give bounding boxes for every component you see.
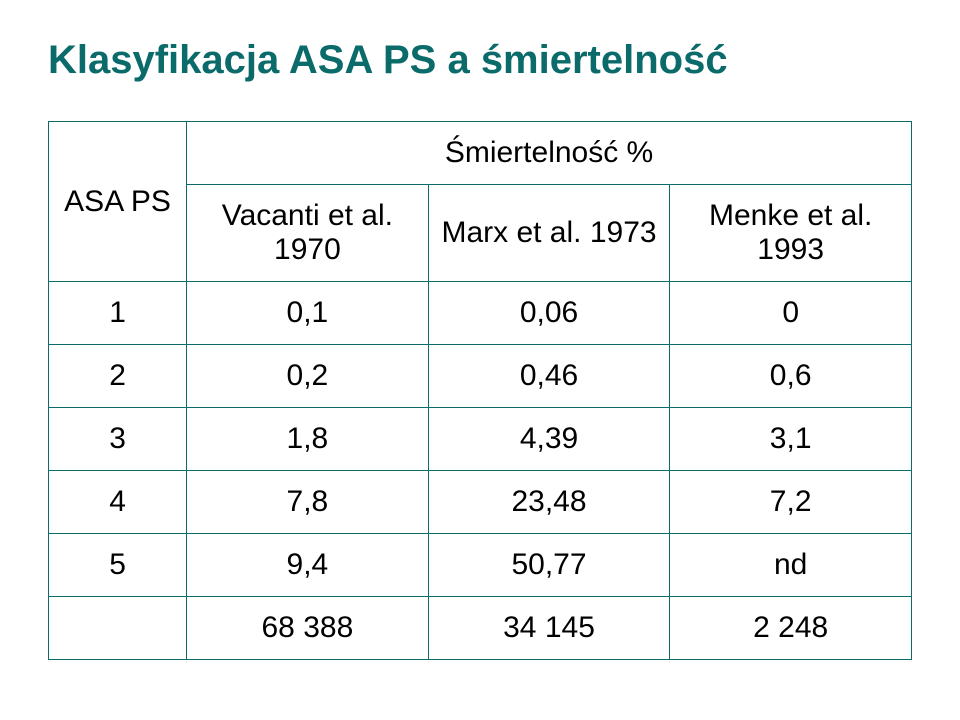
cell-marx: 23,48 [428,471,670,534]
cell-asa: 2 [49,345,187,408]
cell-menke: 7,2 [670,471,912,534]
cell-asa: 3 [49,408,187,471]
header-vacanti: Vacanti et al. 1970 [187,185,429,282]
cell-asa: 1 [49,282,187,345]
asa-table: ASA PS Śmiertelność % Vacanti et al. 197… [48,121,912,660]
header-asa: ASA PS [49,122,187,282]
table-header-row-1: ASA PS Śmiertelność % [49,122,912,185]
cell-marx: 50,77 [428,534,670,597]
table-row: 2 0,2 0,46 0,6 [49,345,912,408]
cell-menke: 2 248 [670,597,912,660]
cell-menke: nd [670,534,912,597]
cell-vacanti: 7,8 [187,471,429,534]
cell-menke: 0,6 [670,345,912,408]
cell-vacanti: 68 388 [187,597,429,660]
cell-vacanti: 0,1 [187,282,429,345]
header-mortality: Śmiertelność % [187,122,912,185]
cell-marx: 4,39 [428,408,670,471]
table-row: 4 7,8 23,48 7,2 [49,471,912,534]
cell-marx: 0,06 [428,282,670,345]
cell-asa [49,597,187,660]
cell-marx: 0,46 [428,345,670,408]
page-title: Klasyfikacja ASA PS a śmiertelność [48,38,912,83]
header-marx: Marx et al. 1973 [428,185,670,282]
cell-vacanti: 9,4 [187,534,429,597]
table-row: 5 9,4 50,77 nd [49,534,912,597]
cell-asa: 5 [49,534,187,597]
cell-marx: 34 145 [428,597,670,660]
cell-asa: 4 [49,471,187,534]
table-row: 3 1,8 4,39 3,1 [49,408,912,471]
cell-menke: 0 [670,282,912,345]
table-row: 1 0,1 0,06 0 [49,282,912,345]
cell-vacanti: 1,8 [187,408,429,471]
cell-menke: 3,1 [670,408,912,471]
table-row-totals: 68 388 34 145 2 248 [49,597,912,660]
header-menke: Menke et al. 1993 [670,185,912,282]
cell-vacanti: 0,2 [187,345,429,408]
